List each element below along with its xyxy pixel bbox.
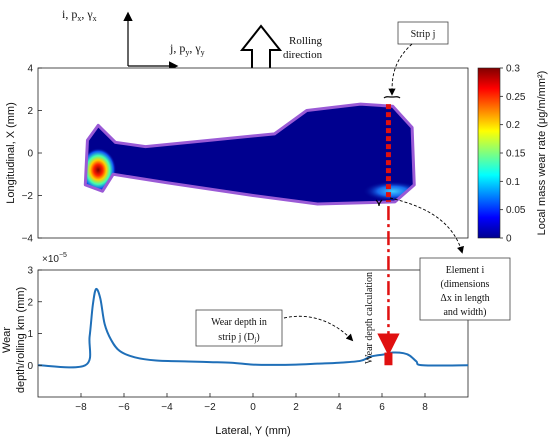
- contact-outline: [83, 102, 416, 206]
- line-xtick-label: 0: [250, 402, 256, 413]
- heatmap-ytick-label: 2: [27, 106, 33, 117]
- hotspot-0: [85, 148, 117, 192]
- strip-depth-block: [384, 352, 393, 366]
- element-callout-line2: (dimensions: [441, 279, 490, 290]
- rolling-direction: Rolling direction: [239, 24, 323, 73]
- line-xtick-label: −2: [204, 402, 216, 413]
- line-xtick-label: −6: [118, 402, 130, 413]
- vertical-axis-label: i, px, γx: [62, 7, 97, 23]
- heatmap-ytick-label: 0: [27, 149, 33, 160]
- callout-strip: Strip j: [383, 21, 449, 99]
- line-xtick-label: 8: [422, 402, 428, 413]
- strip-callout-box: [397, 21, 449, 45]
- line-ylabel-line1: Wear: [1, 327, 13, 353]
- heatmap-ytick-label: −4: [22, 234, 34, 245]
- heatmap-panel: 4 2 0 −2 −4 Longitudinal, X (mm): [5, 64, 469, 245]
- heatmap-ytick-label: 4: [27, 64, 33, 75]
- line-ticks: −8 −6 −4 −2 0 2 4 6 8 3 2 1 0: [27, 266, 428, 414]
- wear-depth-callout-box: [195, 309, 283, 347]
- colorbar-gradient: [477, 67, 501, 239]
- colorbar: 0.3 0.25 0.2 0.15 0.1 0.05 0 Local mass wear r…: [477, 64, 548, 245]
- rolling-direction-line2: direction: [283, 49, 323, 61]
- line-ytick-label: 2: [27, 297, 33, 308]
- callout-element: Element i (dimensions Δx in length and w…: [375, 197, 511, 321]
- line-xtick-label: −8: [75, 402, 87, 413]
- colorbar-tick-label: 0.05: [506, 205, 526, 216]
- heatmap-ylabel: Longitudinal, X (mm): [5, 102, 17, 204]
- line-xtick-label: 2: [293, 402, 299, 413]
- colorbar-tick-label: 0.2: [506, 120, 520, 131]
- colorbar-tick-label: 0.15: [506, 149, 526, 160]
- wear-depth-callout-line1: Wear depth in: [211, 317, 267, 328]
- colorbar-tick-label: 0.3: [506, 64, 520, 75]
- contact-patch: [83, 102, 416, 206]
- wear-depth-calc-label: Wear depth calculation: [364, 272, 375, 364]
- wear-depth-callout-line2: strip j (Dj): [218, 332, 259, 344]
- colorbar-label: Local mass wear rate (μg/m/mm²): [536, 71, 548, 236]
- strip-brace-icon: [383, 96, 401, 99]
- line-ytick-label: 0: [27, 361, 33, 372]
- strip-marker-group: Wear depth calculation: [364, 104, 400, 366]
- heatmap-yticks: 4 2 0 −2 −4: [22, 64, 42, 245]
- line-xtick-label: 4: [336, 402, 342, 413]
- coordinate-legend: i, px, γx j, py, γy: [62, 7, 205, 71]
- contact-patch-fill: [85, 104, 415, 204]
- line-xtick-label: −4: [161, 402, 173, 413]
- strip-callout-text: Strip j: [411, 29, 436, 40]
- line-ytick-label: 3: [27, 266, 33, 277]
- element-callout-line4: and width): [443, 307, 486, 318]
- line-xlabel: Lateral, Y (mm): [215, 425, 290, 437]
- horizontal-axis-label: j, py, γy: [169, 41, 205, 57]
- rolling-direction-arrow-icon: [239, 24, 283, 73]
- element-callout-line3: Δx in length: [440, 293, 489, 304]
- colorbar-ticks: 0.3 0.25 0.2 0.15 0.1 0.05 0: [500, 64, 526, 245]
- strip-callout-arrow: [388, 43, 413, 96]
- callout-wear-depth: Wear depth in strip j (Dj): [195, 309, 354, 347]
- line-ytick-label: 1: [27, 329, 33, 340]
- rolling-direction-line1: Rolling: [289, 35, 323, 47]
- element-brace-icon: [375, 199, 383, 207]
- colorbar-tick-label: 0.25: [506, 92, 526, 103]
- line-xtick-label: 6: [379, 402, 385, 413]
- colorbar-tick-label: 0: [506, 234, 512, 245]
- line-ylabel-line2: depth/rolling km (mm): [15, 287, 27, 393]
- wear-depth-callout-arrow: [283, 315, 354, 342]
- colorbar-tick-label: 0.1: [506, 177, 520, 188]
- element-callout-line1: Element i: [446, 265, 485, 276]
- element-callout-box: [419, 257, 511, 321]
- y-exponent-label: ×10−5: [42, 252, 67, 265]
- heatmap-ytick-label: −2: [22, 191, 34, 202]
- element-callout-arrow: [389, 197, 464, 254]
